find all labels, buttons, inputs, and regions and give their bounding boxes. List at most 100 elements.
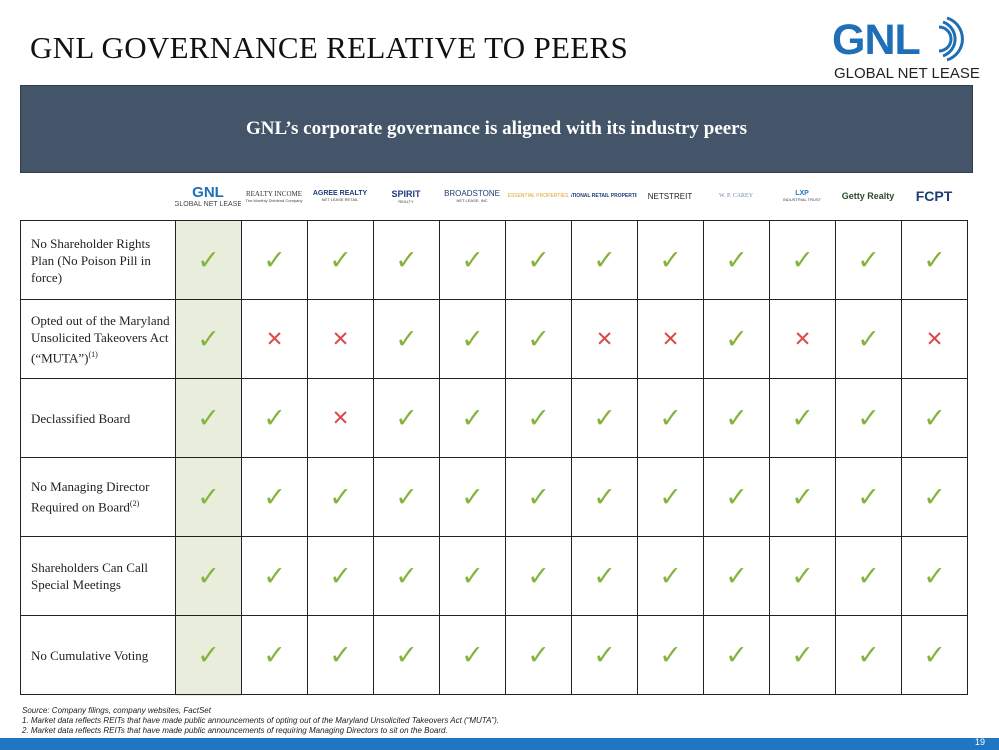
table-cell: ✓ (175, 457, 242, 537)
table-cell: ✓ (901, 457, 968, 537)
table-cell: ✓ (571, 378, 638, 458)
check-icon: ✓ (263, 402, 286, 434)
table-cell: ✕ (571, 299, 638, 379)
headline-banner: GNL’s corporate governance is aligned wi… (20, 85, 973, 173)
table-cell: ✓ (637, 457, 704, 537)
table-cell: ✓ (901, 220, 968, 300)
check-icon: ✓ (197, 323, 220, 355)
footnote-ref: (2) (129, 499, 140, 509)
table-cell: ✕ (769, 299, 836, 379)
peer-name: REALTY INCOME (245, 189, 303, 198)
check-icon: ✓ (197, 639, 220, 671)
table-row: No Cumulative Voting ✓ ✓ ✓ ✓ ✓ ✓ ✓ ✓ ✓ ✓ ✓ ✓ (20, 615, 968, 695)
table-cell: ✕ (307, 378, 374, 458)
row-label: Declassified Board (20, 378, 176, 458)
table-row: Shareholders Can Call Special Meetings ✓ ✓… (20, 536, 968, 616)
table-cell: ✓ (175, 378, 242, 458)
check-icon: ✓ (461, 639, 484, 671)
table-cell: ✓ (175, 220, 242, 300)
check-icon: ✓ (395, 402, 418, 434)
check-icon: ✓ (593, 244, 616, 276)
table-cell: ✓ (835, 220, 902, 300)
table-cell: ✓ (835, 457, 902, 537)
table-cell: ✓ (373, 615, 440, 695)
check-icon: ✓ (791, 639, 814, 671)
table-cell: ✓ (505, 536, 572, 616)
check-icon: ✓ (329, 481, 352, 513)
check-icon: ✓ (725, 481, 748, 513)
check-icon: ✓ (197, 244, 220, 276)
table-cell: ✓ (439, 457, 506, 537)
peer-subtitle: NET LEASE RETAIL (321, 197, 359, 202)
table-cell: ✓ (571, 536, 638, 616)
peer-name: GNL (192, 184, 224, 201)
table-cell: ✓ (637, 615, 704, 695)
cross-icon: ✕ (265, 327, 284, 351)
check-icon: ✓ (197, 560, 220, 592)
peer-name: Getty Realty (841, 191, 895, 201)
check-icon: ✓ (527, 402, 550, 434)
row-label-text: No Shareholder Rights Plan (No Poison Pi… (31, 235, 151, 285)
footnote-ref: (1) (88, 349, 98, 359)
governance-table: No Shareholder Rights Plan (No Poison Pi… (20, 220, 968, 695)
peer-logo-0: GNL GLOBAL NET LEASE (175, 180, 241, 212)
peer-logo-2: AGREE REALTY NET LEASE RETAIL (307, 180, 373, 212)
table-cell: ✓ (373, 220, 440, 300)
row-label: No Cumulative Voting (20, 615, 176, 695)
row-label-text: Shareholders Can Call Special Meetings (31, 560, 148, 592)
check-icon: ✓ (725, 639, 748, 671)
check-icon: ✓ (857, 481, 880, 513)
table-cell: ✓ (241, 457, 308, 537)
check-icon: ✓ (791, 402, 814, 434)
peer-name: LXP (795, 190, 809, 197)
check-icon: ✓ (725, 560, 748, 592)
peer-logo-6: NATIONAL RETAIL PROPERTIES (571, 180, 637, 212)
peer-subtitle: INDUSTRIAL TRUST (782, 197, 821, 202)
table-cell: ✓ (505, 299, 572, 379)
check-icon: ✓ (923, 560, 946, 592)
check-icon: ✓ (197, 481, 220, 513)
check-icon: ✓ (329, 244, 352, 276)
table-cell: ✓ (835, 536, 902, 616)
check-icon: ✓ (527, 244, 550, 276)
check-icon: ✓ (725, 402, 748, 434)
table-cell: ✓ (439, 536, 506, 616)
check-icon: ✓ (659, 402, 682, 434)
peer-logo-11: FCPT (901, 180, 967, 212)
check-icon: ✓ (593, 639, 616, 671)
table-cell: ✓ (373, 457, 440, 537)
table-cell: ✓ (439, 299, 506, 379)
check-icon: ✓ (593, 402, 616, 434)
gnl-logo: GNL GLOBAL NET LEASE (832, 14, 980, 86)
check-icon: ✓ (659, 244, 682, 276)
table-cell: ✓ (505, 615, 572, 695)
peer-logo-10: Getty Realty (835, 180, 901, 212)
check-icon: ✓ (857, 639, 880, 671)
check-icon: ✓ (395, 481, 418, 513)
check-icon: ✓ (659, 560, 682, 592)
cross-icon: ✕ (595, 327, 614, 351)
peer-logo-1: REALTY INCOME The Monthly Dividend Compan… (241, 180, 307, 212)
table-row: Opted out of the Maryland Unsolicited Ta… (20, 299, 968, 379)
table-cell: ✓ (637, 378, 704, 458)
peer-logo-5: ESSENTIAL PROPERTIES (505, 180, 571, 212)
check-icon: ✓ (659, 481, 682, 513)
peer-logo-3: SPIRIT REALTY (373, 180, 439, 212)
check-icon: ✓ (461, 323, 484, 355)
table-cell: ✓ (769, 536, 836, 616)
table-cell: ✓ (373, 299, 440, 379)
check-icon: ✓ (923, 402, 946, 434)
source-note: Source: Company filings, company website… (22, 706, 211, 715)
table-cell: ✓ (307, 536, 374, 616)
table-cell: ✓ (769, 220, 836, 300)
peer-subtitle: REALTY (398, 198, 414, 204)
cross-icon: ✕ (331, 327, 350, 351)
table-cell: ✕ (901, 299, 968, 379)
table-cell: ✓ (901, 536, 968, 616)
check-icon: ✓ (263, 639, 286, 671)
check-icon: ✓ (263, 244, 286, 276)
table-cell: ✓ (241, 615, 308, 695)
table-cell: ✓ (703, 615, 770, 695)
check-icon: ✓ (461, 402, 484, 434)
table-cell: ✓ (571, 615, 638, 695)
